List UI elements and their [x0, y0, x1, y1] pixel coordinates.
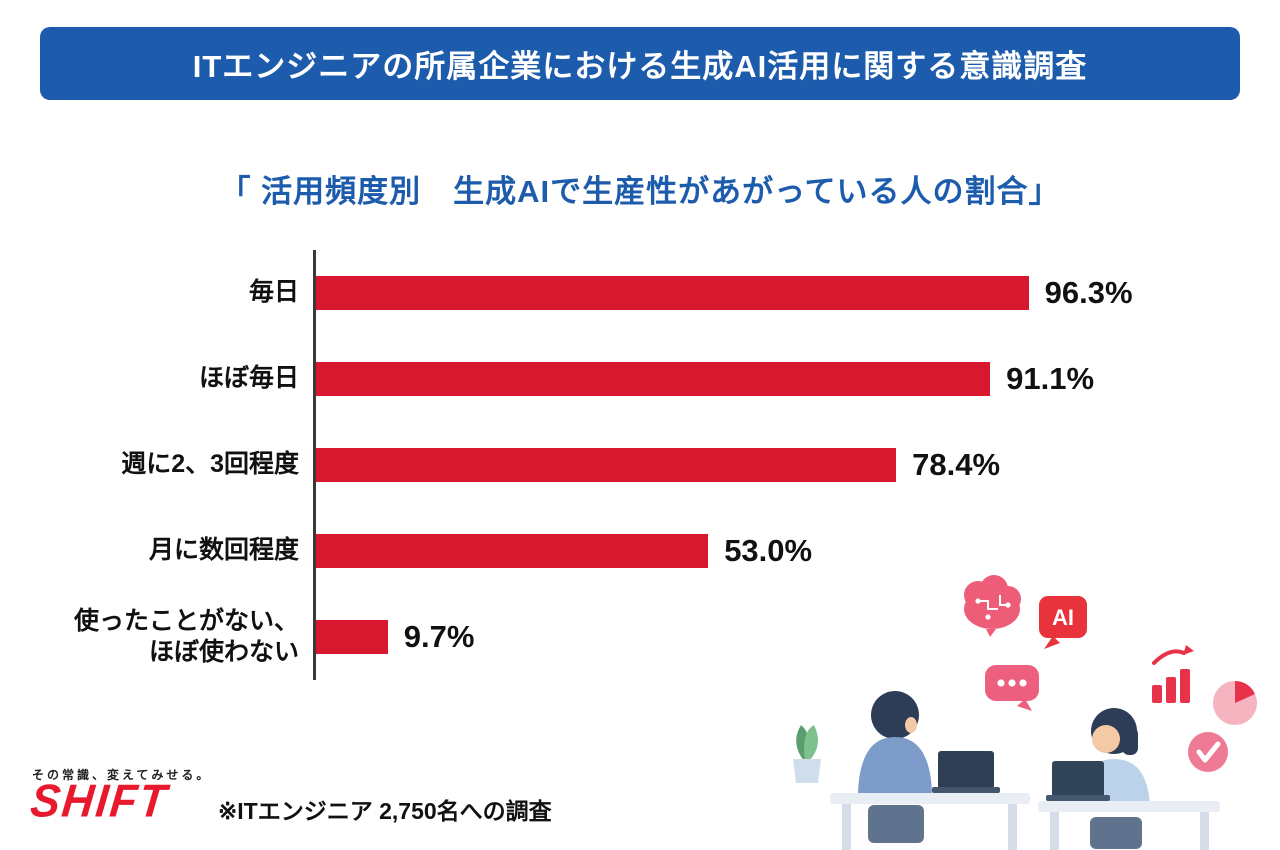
desk-left	[830, 793, 1030, 850]
pie-chart-icon	[1213, 681, 1257, 725]
bar	[316, 276, 1029, 310]
value-label: 78.4%	[912, 447, 1001, 482]
desk-right	[1038, 801, 1220, 850]
survey-note: ※ITエンジニア 2,750名への調査	[218, 798, 552, 824]
chart-row: 毎日 96.3%	[30, 250, 1133, 336]
person-left	[858, 691, 932, 843]
bar	[316, 448, 897, 482]
category-label: 使ったことがない、 ほぼ使わない	[73, 606, 299, 666]
bar-track: 91.1%	[313, 336, 1094, 422]
value-label: 91.1%	[1006, 361, 1095, 396]
value-label: 53.0%	[724, 533, 813, 568]
chart-row: 月に数回程度 53.0%	[30, 508, 1133, 594]
laptop-left-icon	[932, 751, 1000, 793]
brain-icon	[964, 575, 1021, 637]
category-label: 週に2、3回程度	[121, 450, 299, 479]
value-label: 9.7%	[403, 619, 475, 654]
bar	[316, 362, 991, 396]
ai-speech-bubble: AI	[1039, 596, 1087, 649]
bar-chart: 毎日 96.3% ほぼ毎日 91.1% 週に2、3回程度 78.4% 月に数回程度 53.0%…	[30, 250, 1133, 680]
category-label: 月に数回程度	[148, 536, 299, 565]
laptop-right-icon	[1046, 761, 1110, 801]
ai-badge-label: AI	[1052, 605, 1074, 630]
title-banner: ITエンジニアの所属企業における生成AI活用に関する意識調査	[40, 27, 1240, 100]
bar-track: 9.7%	[313, 594, 474, 680]
chart-row: ほぼ毎日 91.1%	[30, 336, 1133, 422]
bar	[316, 534, 709, 568]
category-label: 毎日	[248, 278, 299, 307]
category-label: ほぼ毎日	[198, 364, 299, 393]
chart-row: 使ったことがない、 ほぼ使わない 9.7%	[30, 594, 1133, 680]
bar-track: 96.3%	[313, 250, 1133, 336]
value-label: 96.3%	[1044, 275, 1133, 310]
chat-bubble-icon	[985, 665, 1039, 711]
chart-row: 週に2、3回程度 78.4%	[30, 422, 1133, 508]
chart-subtitle: 「 活用頻度別 生成AIで生産性があがっている人の割合」	[219, 174, 1061, 209]
shift-logo: SHIFT	[28, 775, 171, 827]
plant-icon	[793, 725, 821, 783]
office-illustration: AI	[793, 575, 1257, 850]
brand-tagline: その常識、変えてみせる。	[32, 768, 212, 782]
check-icon	[1188, 732, 1228, 772]
page-title: ITエンジニアの所属企業における生成AI活用に関する意識調査	[192, 49, 1088, 84]
bar-track: 53.0%	[313, 508, 812, 594]
bar-track: 78.4%	[313, 422, 1000, 508]
bar	[316, 620, 388, 654]
growth-chart-icon	[1152, 645, 1194, 703]
